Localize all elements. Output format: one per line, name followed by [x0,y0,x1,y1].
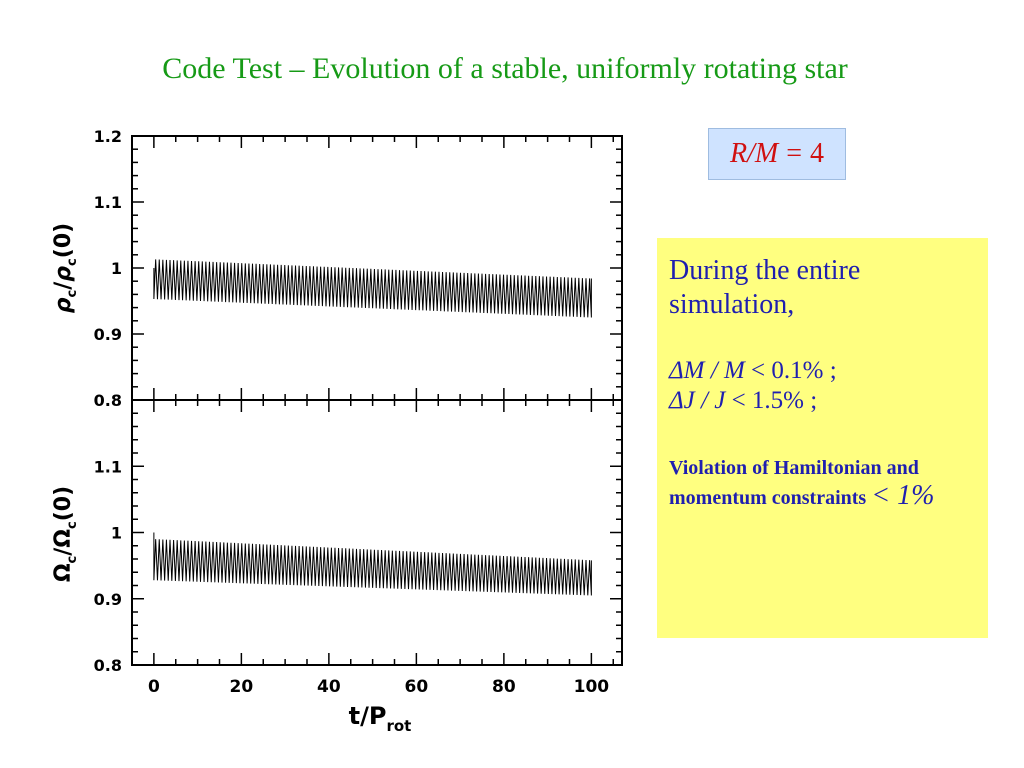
ylabel-bottom: Ωc/Ωc(0) [51,486,80,582]
series-line-0 [153,259,592,318]
xtick-label: 80 [492,677,516,697]
mass-lhs: ΔM / M [669,357,745,384]
violation-value: < 1% [871,480,935,511]
xlabel: t/Prot [349,702,412,735]
xtick-label: 20 [230,677,254,697]
xtick-label: 0 [148,677,160,697]
ytick-label: 1.2 [94,127,122,146]
ytick-label: 0.9 [94,325,122,344]
ytick-label: 1 [111,524,122,543]
info-intro: During the entire simulation, [669,255,861,320]
j-rhs: < 1.5% ; [731,387,818,414]
rm-label: R/M [729,138,779,169]
xtick-label: 40 [317,677,341,697]
mass-conservation: ΔM / M < 0.1% ; [669,356,976,386]
rm-ratio-box: R/M = 4 [708,128,846,180]
constraint-violation: Violation of Hamiltonian and momentum co… [669,454,976,512]
figure: 0.8 0.9 1 1.1 1.2 0.8 0.9 1 1.1 0 20 40 60 80 100 ρc/ρ… [51,127,623,735]
ytick-label: 1 [111,259,122,278]
info-box: During the entire simulation, ΔM / M < 0… [657,238,988,638]
ylabel-top: ρc/ρc(0) [51,223,80,313]
ytick-label: 0.9 [94,590,122,609]
violation-text: Violation of Hamiltonian and momentum co… [669,457,919,509]
ytick-label: 0.8 [94,391,122,410]
panel-frame-1 [131,399,623,666]
rm-eq: = [786,138,802,169]
j-lhs: ΔJ / J [669,387,726,414]
mass-rhs: < 0.1% ; [751,357,837,384]
xtick-label: 60 [405,677,429,697]
ytick-label: 0.8 [94,656,122,675]
series-line-1 [153,532,592,596]
angular-momentum-conservation: ΔJ / J < 1.5% ; [669,386,976,416]
xtick-label: 100 [574,677,610,697]
ytick-label: 1.1 [94,193,122,212]
slide-title: Code Test – Evolution of a stable, unifo… [162,52,848,85]
ytick-label: 1.1 [94,457,122,476]
rm-value: 4 [810,138,824,169]
